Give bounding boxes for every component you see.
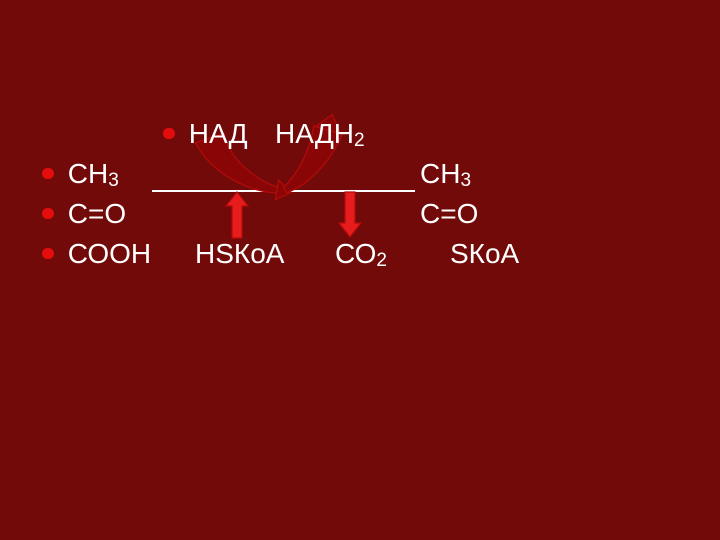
label-text: SКоА bbox=[450, 238, 519, 269]
label-text: HSКоА bbox=[195, 238, 284, 269]
label-text: СН bbox=[68, 158, 108, 189]
label-hskoa: HSКоА bbox=[195, 240, 284, 268]
bullet-icon bbox=[42, 208, 54, 220]
label-text: С=О bbox=[68, 198, 126, 229]
label-text: СООН bbox=[68, 238, 151, 269]
label-text: С=О bbox=[420, 198, 478, 229]
label-c-o-right: С=О bbox=[420, 200, 478, 228]
label-nadh2: НАДН2 bbox=[275, 120, 365, 148]
label-text: НАД bbox=[189, 118, 248, 149]
diagram-stage: НАД НАДН2 СН3 С=О СООН HSКоА СО2 СН3 С=О… bbox=[0, 0, 720, 540]
label-subscript: 2 bbox=[354, 130, 365, 151]
label-text: СО bbox=[335, 238, 376, 269]
label-subscript: 3 bbox=[108, 170, 119, 191]
label-c-o-left: С=О bbox=[42, 200, 126, 228]
label-co2: СО2 bbox=[335, 240, 387, 268]
label-subscript: 3 bbox=[460, 170, 471, 191]
label-text: СН bbox=[420, 158, 460, 189]
label-skoa: SКоА bbox=[450, 240, 519, 268]
bullet-icon bbox=[42, 168, 54, 180]
label-ch3-left: СН3 bbox=[42, 160, 119, 188]
label-nad: НАД bbox=[163, 120, 248, 148]
label-subscript: 2 bbox=[376, 250, 387, 271]
label-ch3-right: СН3 bbox=[420, 160, 471, 188]
label-cooh: СООН bbox=[42, 240, 151, 268]
reaction-arrows bbox=[0, 0, 720, 540]
bullet-icon bbox=[163, 128, 175, 140]
label-text: НАДН bbox=[275, 118, 354, 149]
bullet-icon bbox=[42, 248, 54, 260]
